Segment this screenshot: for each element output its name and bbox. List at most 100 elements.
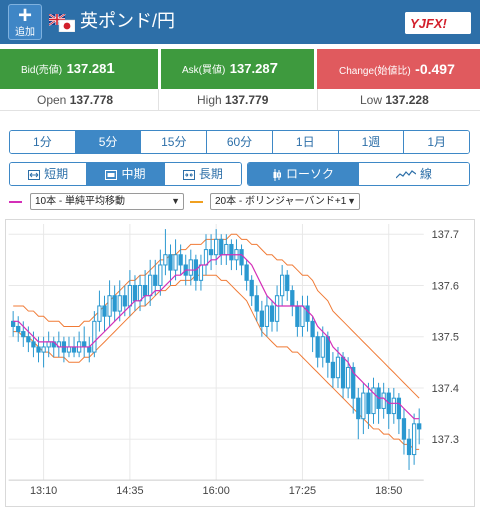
candle-body <box>356 397 361 420</box>
tab-candlestick[interactable]: ローソク <box>248 163 359 185</box>
candle-body <box>36 346 41 353</box>
y-tick-label: 137.6 <box>432 280 459 292</box>
tab-1month[interactable]: 1月 <box>404 131 469 153</box>
candle-body <box>269 305 275 322</box>
candle-body <box>21 331 26 338</box>
tab-1day[interactable]: 1日 <box>272 131 339 153</box>
candle-body <box>264 305 270 327</box>
candle-body <box>401 418 407 440</box>
ohl-row: Open 137.778 High 137.779 Low 137.228 <box>0 89 480 111</box>
quote-row: Bid(売値) 137.281 Ask(買値) 137.287 Change(始… <box>0 49 480 89</box>
bb-select-value: 20本 - ボリンジャーバンド+1 <box>215 196 347 207</box>
candlestick-label: ローソク <box>285 167 334 181</box>
tab-1week[interactable]: 1週 <box>338 131 405 153</box>
bb-indicator: 20本 - ボリンジャーバンド+1 ▼ <box>190 193 360 211</box>
candle-body <box>107 295 112 317</box>
y-tick-label: 137.3 <box>432 434 459 446</box>
tab-long-term[interactable]: 長期 <box>164 163 241 185</box>
line-chart-label: 線 <box>419 167 432 181</box>
add-button-label: 追加 <box>15 27 35 38</box>
divider <box>158 89 159 111</box>
candle-body <box>274 295 280 322</box>
candle-body <box>168 254 173 271</box>
candle-body <box>295 305 300 327</box>
x-tick-label: 18:50 <box>375 485 402 497</box>
candle-body <box>10 320 16 327</box>
candle-body <box>300 305 305 327</box>
ask-value-last: 7 <box>269 60 278 77</box>
candle-body <box>71 346 77 353</box>
candle-body <box>320 336 325 358</box>
ask-value-main: 137.28 <box>229 61 270 76</box>
bid-value-main: 137.28 <box>66 61 107 76</box>
sma-line <box>13 254 420 420</box>
currency-pair-title: 英ポンド/円 <box>80 11 176 31</box>
long-term-label: 長期 <box>198 167 223 181</box>
candle-body <box>396 397 402 420</box>
bb-select[interactable]: 20本 - ボリンジャーバンド+1 ▼ <box>210 193 360 210</box>
brand-logo-text: YJFX! <box>410 16 448 31</box>
x-tick-label: 14:35 <box>116 485 143 497</box>
candle-body <box>280 274 285 297</box>
tab-short-term[interactable]: 短期 <box>10 163 88 185</box>
candle-body <box>31 341 36 348</box>
candle-body <box>244 264 249 281</box>
candle-body <box>127 284 133 307</box>
open-value-last: 8 <box>106 93 114 107</box>
candle-body <box>66 346 72 353</box>
candle-body <box>117 295 122 312</box>
candle-body <box>219 238 224 256</box>
candle-body <box>198 264 204 281</box>
candle-body <box>82 341 87 348</box>
candle-body <box>137 284 143 302</box>
brand-logo: YJFX! <box>405 12 471 34</box>
candle-body <box>203 249 209 266</box>
high-stat: High 137.779 <box>197 92 268 108</box>
candle-body <box>148 274 153 297</box>
add-button[interactable]: + 追加 <box>8 4 42 40</box>
candle-body <box>87 346 92 353</box>
gb-jp-flags-icon <box>49 14 75 32</box>
candle-body <box>214 238 219 256</box>
x-tick-label: 13:10 <box>30 485 57 497</box>
bid-quote: Bid(売値) 137.281 <box>0 49 158 89</box>
candle-body <box>16 325 21 333</box>
y-tick-label: 137.4 <box>432 383 459 395</box>
candle-body <box>26 336 31 343</box>
low-stat: Low 137.228 <box>360 92 429 108</box>
candle-body <box>315 336 320 358</box>
high-value-main: 137.77 <box>225 93 262 107</box>
app-header: + 追加 英ポンド/円 YJFX! <box>0 0 480 44</box>
low-label: Low <box>360 93 383 107</box>
sma-indicator: 10本 - 単純平均移動 ▼ <box>9 193 184 211</box>
candle-body <box>259 310 264 327</box>
tab-60min[interactable]: 60分 <box>207 131 273 153</box>
tab-line-chart[interactable]: 線 <box>359 163 469 185</box>
price-chart[interactable]: 137.7 137.6 137.5 137.4 137.3 13:10 14:35 16:00… <box>5 219 475 507</box>
divider <box>317 89 318 111</box>
candle-body <box>249 279 254 297</box>
candle-body <box>361 392 366 420</box>
open-value-main: 137.77 <box>69 93 107 107</box>
change-value: -0.497 <box>415 61 455 77</box>
tab-mid-term[interactable]: 中期 <box>87 163 165 185</box>
candle-body <box>97 305 102 322</box>
tab-1min[interactable]: 1分 <box>10 131 76 153</box>
candle-body <box>310 320 315 338</box>
tab-5min[interactable]: 5分 <box>75 131 142 153</box>
line-chart-icon <box>395 169 416 179</box>
short-term-icon <box>28 169 41 180</box>
low-value-main: 137.22 <box>385 93 423 107</box>
candle-body <box>330 361 336 379</box>
candle-body <box>112 295 117 312</box>
bb-color-swatch <box>190 201 203 203</box>
candle-body <box>229 243 234 261</box>
sma-select[interactable]: 10本 - 単純平均移動 ▼ <box>30 193 184 210</box>
candle-body <box>391 397 396 415</box>
chevron-down-icon: ▼ <box>347 196 356 206</box>
tab-15min[interactable]: 15分 <box>141 131 208 153</box>
candle-body <box>325 336 330 363</box>
y-tick-label: 137.5 <box>432 332 459 344</box>
candle-body <box>411 423 417 456</box>
change-quote: Change(始値比) -0.497 <box>317 49 480 89</box>
